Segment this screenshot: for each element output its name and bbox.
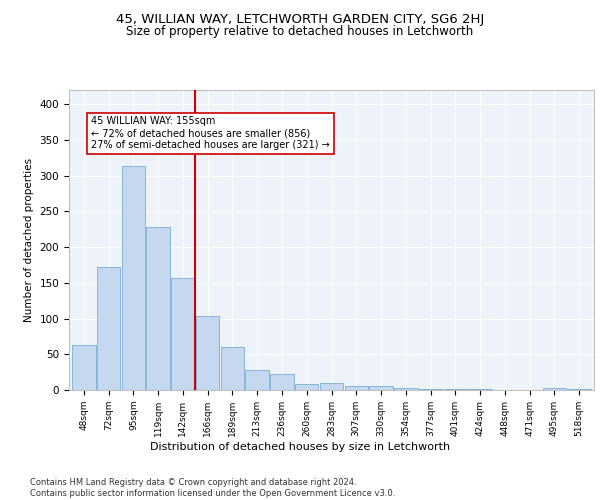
Text: Contains HM Land Registry data © Crown copyright and database right 2024.
Contai: Contains HM Land Registry data © Crown c…: [30, 478, 395, 498]
Text: Distribution of detached houses by size in Letchworth: Distribution of detached houses by size …: [150, 442, 450, 452]
Text: Size of property relative to detached houses in Letchworth: Size of property relative to detached ho…: [127, 25, 473, 38]
Bar: [221, 347, 244, 390]
Bar: [196, 316, 220, 390]
Bar: [542, 388, 566, 390]
Bar: [171, 278, 194, 390]
Bar: [295, 384, 319, 390]
Bar: [97, 267, 121, 390]
Y-axis label: Number of detached properties: Number of detached properties: [24, 158, 34, 322]
Text: 45 WILLIAN WAY: 155sqm
← 72% of detached houses are smaller (856)
27% of semi-de: 45 WILLIAN WAY: 155sqm ← 72% of detached…: [91, 116, 330, 150]
Text: 45, WILLIAN WAY, LETCHWORTH GARDEN CITY, SG6 2HJ: 45, WILLIAN WAY, LETCHWORTH GARDEN CITY,…: [116, 12, 484, 26]
Bar: [72, 345, 95, 390]
Bar: [320, 383, 343, 390]
Bar: [394, 388, 418, 390]
Bar: [122, 166, 145, 390]
Bar: [245, 370, 269, 390]
Bar: [344, 386, 368, 390]
Bar: [369, 386, 393, 390]
Bar: [270, 374, 294, 390]
Bar: [146, 227, 170, 390]
